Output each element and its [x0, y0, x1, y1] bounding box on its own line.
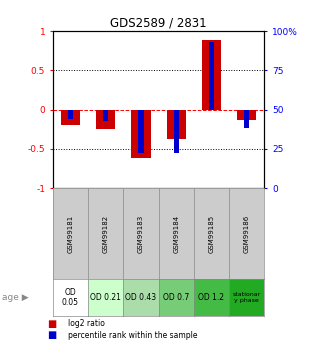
Text: GSM99185: GSM99185 — [208, 215, 215, 253]
Text: GSM99183: GSM99183 — [138, 215, 144, 253]
Bar — [202, 40, 221, 110]
Bar — [131, 110, 151, 158]
Bar — [209, 42, 214, 110]
Bar — [167, 110, 186, 139]
Text: GSM99186: GSM99186 — [244, 215, 250, 253]
Bar — [138, 110, 144, 154]
Bar — [174, 110, 179, 154]
Text: OD 0.7: OD 0.7 — [163, 293, 189, 302]
Text: GSM99184: GSM99184 — [173, 215, 179, 253]
Text: GSM99181: GSM99181 — [67, 215, 73, 253]
Bar — [103, 110, 108, 120]
Text: ■: ■ — [47, 319, 56, 328]
Bar — [68, 110, 73, 119]
Text: percentile rank within the sample: percentile rank within the sample — [68, 331, 198, 340]
Text: OD 0.21: OD 0.21 — [90, 293, 121, 302]
Text: OD
0.05: OD 0.05 — [62, 288, 79, 307]
Bar — [96, 110, 115, 129]
Text: GSM99182: GSM99182 — [103, 215, 109, 253]
Text: stationar
y phase: stationar y phase — [233, 292, 261, 303]
Title: GDS2589 / 2831: GDS2589 / 2831 — [110, 17, 207, 30]
Text: age ▶: age ▶ — [2, 293, 28, 302]
Text: OD 1.2: OD 1.2 — [198, 293, 225, 302]
Text: OD 0.43: OD 0.43 — [125, 293, 156, 302]
Bar — [237, 110, 256, 120]
Bar — [61, 110, 80, 125]
Text: log2 ratio: log2 ratio — [68, 319, 105, 328]
Bar — [244, 110, 249, 128]
Text: ■: ■ — [47, 331, 56, 340]
